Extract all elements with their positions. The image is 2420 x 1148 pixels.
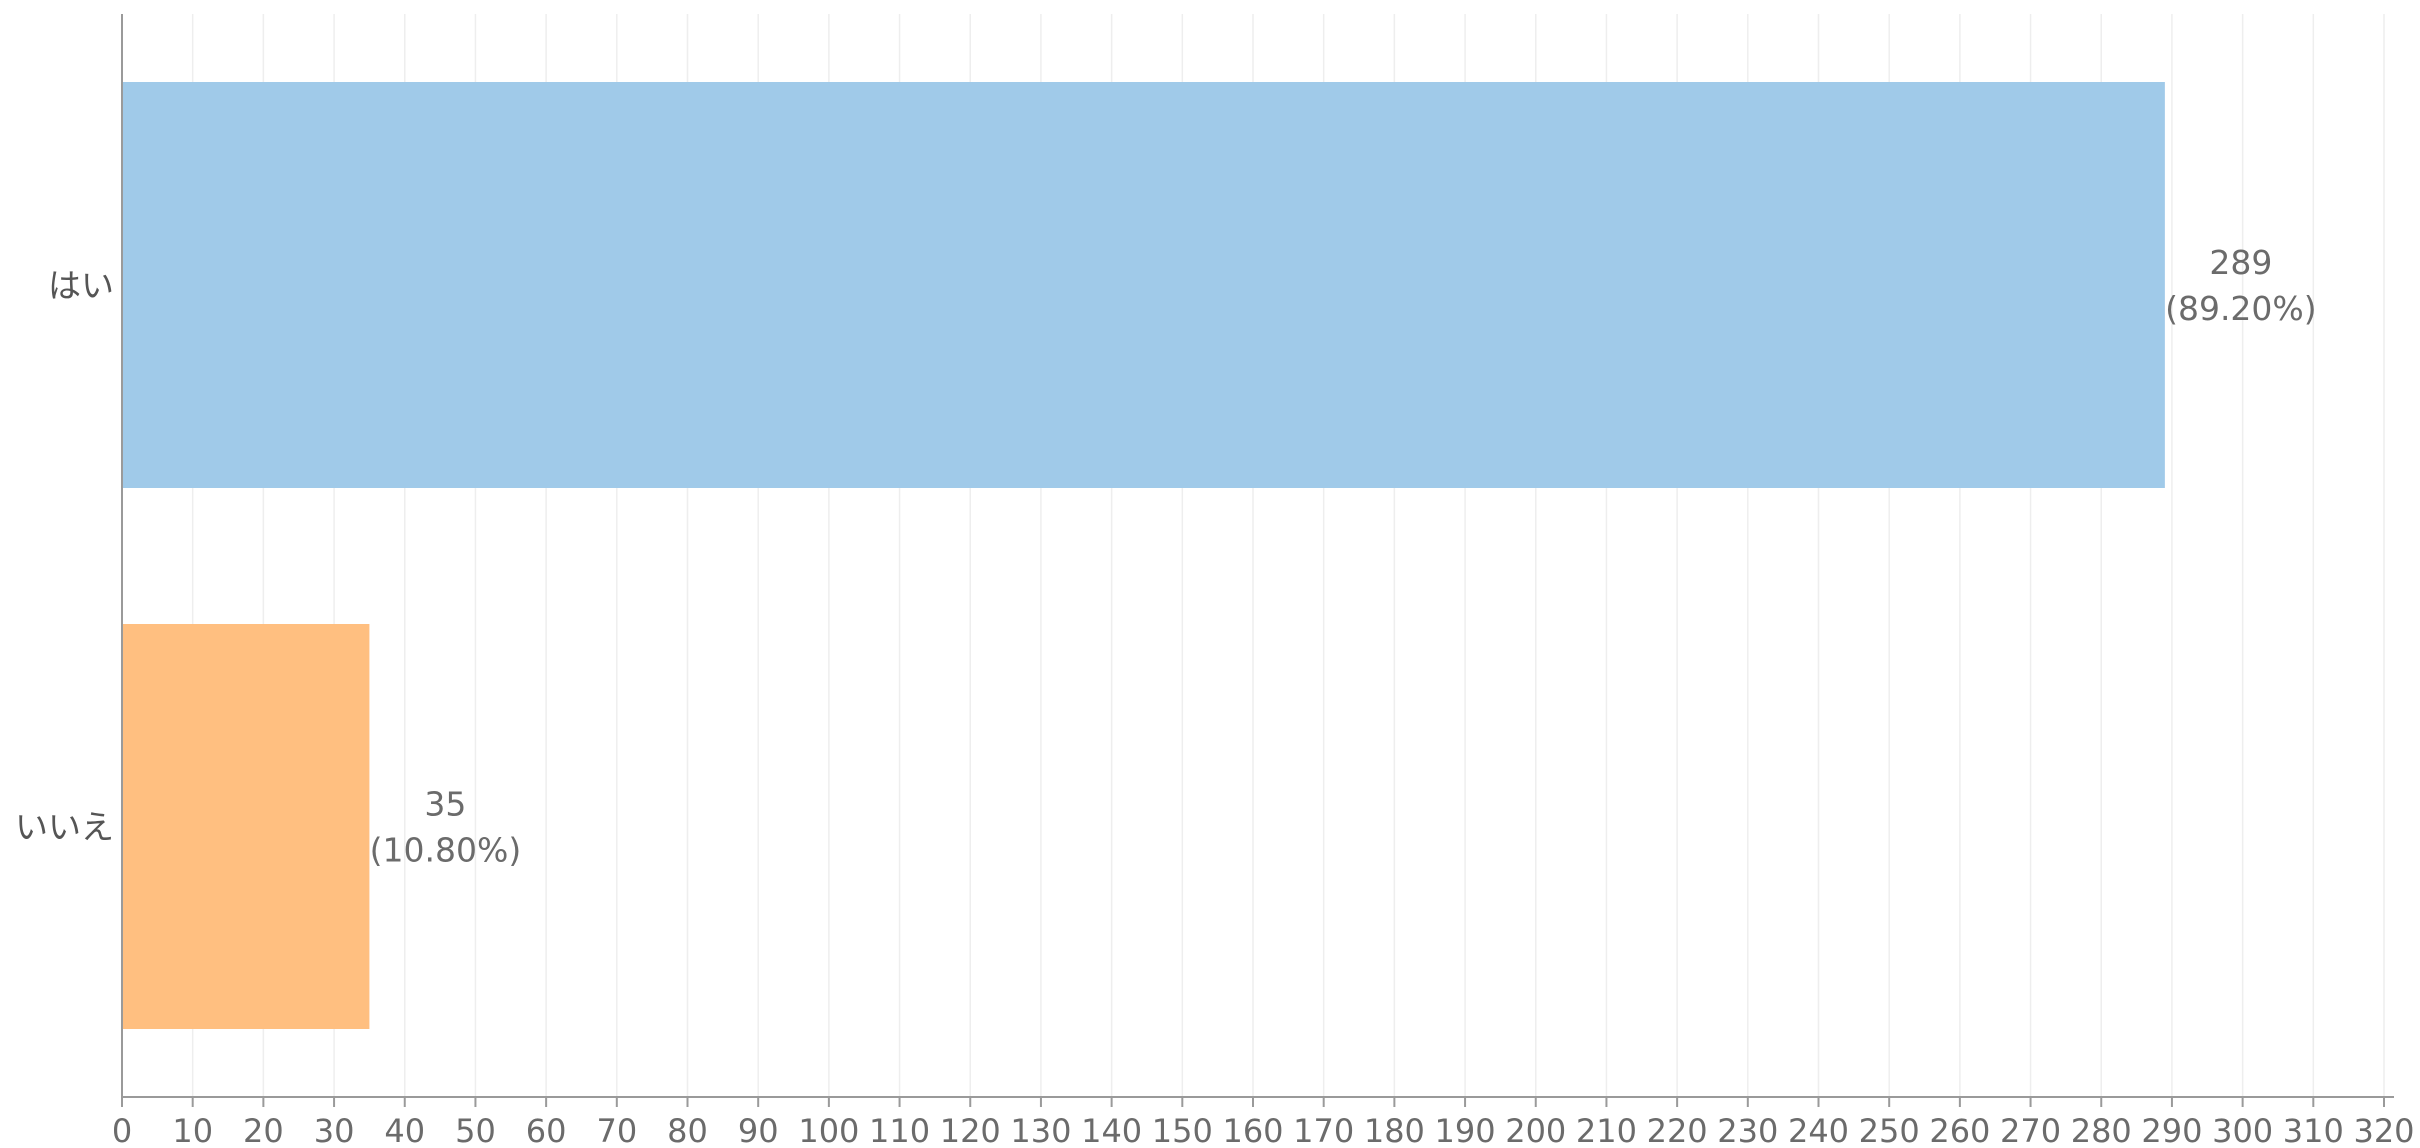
category-label-1: はい [48, 266, 114, 305]
x-tick-label-180: 180 [1364, 1112, 1425, 1148]
x-tick-label-210: 210 [1576, 1112, 1637, 1148]
x-tick-label-310: 310 [2283, 1112, 2344, 1148]
data-label-value-2: 35 [424, 785, 466, 824]
x-tick-label-100: 100 [798, 1112, 859, 1148]
x-tick-label-150: 150 [1152, 1112, 1213, 1148]
x-tick-label-130: 130 [1010, 1112, 1071, 1148]
data-label-percent-2: (10.80%) [370, 831, 522, 870]
x-tick-label-80: 80 [667, 1112, 708, 1148]
bar-2 [122, 624, 370, 1029]
x-tick-label-140: 140 [1081, 1112, 1142, 1148]
x-tick-label-240: 240 [1788, 1112, 1849, 1148]
x-tick-label-280: 280 [2071, 1112, 2132, 1148]
x-tick-label-320: 320 [2353, 1112, 2414, 1148]
bars [122, 82, 2165, 1029]
x-tick-label-200: 200 [1505, 1112, 1566, 1148]
x-tick-label-110: 110 [869, 1112, 930, 1148]
x-tick-label-270: 270 [2000, 1112, 2061, 1148]
x-tick-label-120: 120 [940, 1112, 1001, 1148]
x-tick-label-10: 10 [172, 1112, 213, 1148]
bar-1 [122, 82, 2165, 488]
x-tick-label-40: 40 [384, 1112, 425, 1148]
x-tick-label-50: 50 [455, 1112, 496, 1148]
x-tick-label-170: 170 [1293, 1112, 1354, 1148]
labels: 0 10 20 30 40 50 60 70 80 90 100 110 120 130 140 150 160… [15, 243, 2415, 1148]
category-label-2: いいえ [15, 808, 114, 847]
data-label-value-1: 289 [2209, 243, 2272, 282]
x-tick-label-90: 90 [738, 1112, 779, 1148]
x-tick-label-30: 30 [314, 1112, 355, 1148]
x-tick-label-300: 300 [2212, 1112, 2273, 1148]
x-tick-label-220: 220 [1647, 1112, 1708, 1148]
data-label-percent-1: (89.20%) [2165, 289, 2317, 328]
x-tick-label-250: 250 [1859, 1112, 1920, 1148]
x-tick-label-0: 0 [112, 1112, 132, 1148]
x-tick-label-190: 190 [1435, 1112, 1496, 1148]
x-tick-label-70: 70 [596, 1112, 637, 1148]
x-tick-label-230: 230 [1717, 1112, 1778, 1148]
x-tick-label-290: 290 [2141, 1112, 2202, 1148]
x-tick-label-20: 20 [243, 1112, 284, 1148]
x-tick-label-160: 160 [1222, 1112, 1283, 1148]
axes [121, 14, 2394, 1107]
x-tick-label-260: 260 [1929, 1112, 1990, 1148]
x-tick-label-60: 60 [526, 1112, 567, 1148]
